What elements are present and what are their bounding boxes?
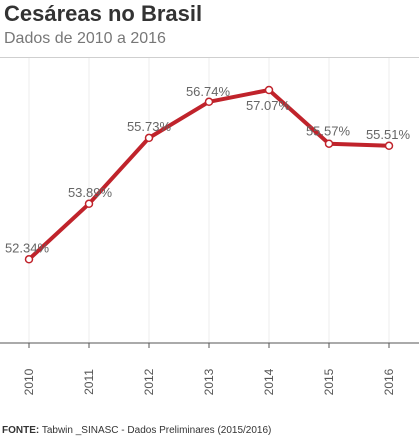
x-tick-label: 2012	[142, 368, 156, 395]
data-label: 56.74%	[186, 84, 231, 99]
x-axis-ticks: 2010 2011 2012 2013 2014 2015 2016	[22, 343, 396, 395]
data-markers	[24, 85, 394, 264]
data-point	[264, 85, 274, 95]
data-point	[324, 139, 334, 148]
x-tick-label: 2016	[382, 368, 396, 395]
gridlines	[28, 58, 390, 343]
source-note: FONTE: Tabwin _SINASC - Dados Preliminar…	[2, 425, 271, 437]
header-divider	[0, 57, 419, 58]
data-label: 53.89%	[68, 185, 113, 200]
x-tick-label: 2013	[202, 368, 216, 395]
x-tick-label: 2015	[322, 368, 336, 395]
data-label: 55.73%	[127, 119, 172, 134]
source-text: Tabwin _SINASC - Dados Preliminares (201…	[41, 425, 272, 436]
x-tick-label: 2010	[22, 368, 36, 395]
data-point	[24, 255, 34, 264]
data-point	[384, 141, 394, 151]
data-label: 52.34%	[5, 240, 50, 255]
data-point	[84, 199, 94, 209]
chart-title: Cesáreas no Brasil	[4, 1, 203, 26]
data-labels: 52.34% 53.89% 55.73% 56.74% 57.07% 55.57% 55.5…	[5, 84, 411, 256]
x-tick-label: 2011	[82, 369, 96, 395]
source-label: FONTE:	[2, 425, 40, 436]
data-point	[144, 133, 154, 143]
chart-subtitle: Dados de 2010 a 2016	[4, 30, 166, 47]
data-label: 55.51%	[366, 127, 411, 142]
data-label: 57.07%	[246, 98, 291, 113]
data-label: 55.57%	[306, 124, 351, 139]
x-tick-label: 2014	[262, 368, 276, 395]
data-point	[204, 97, 214, 107]
